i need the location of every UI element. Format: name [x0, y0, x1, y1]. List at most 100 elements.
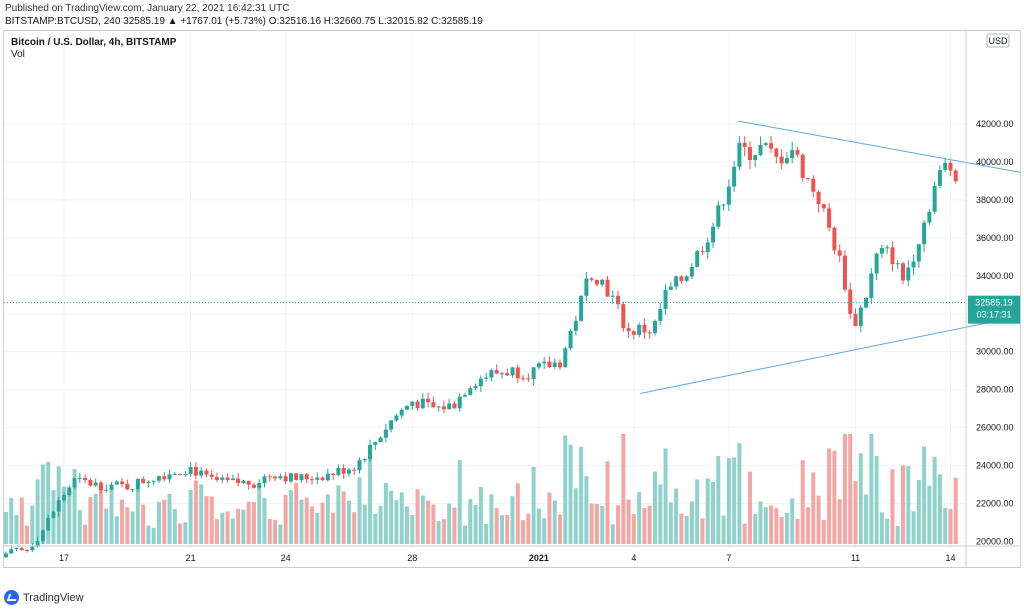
volume-bar [484, 523, 489, 544]
volume-bar [663, 448, 668, 544]
volume-bar [394, 500, 399, 544]
volume-bar [25, 525, 30, 544]
candle-body [251, 484, 256, 488]
candle-body [753, 155, 758, 161]
candle-body [357, 460, 362, 471]
volume-bar [684, 515, 689, 544]
volume-bar [19, 497, 24, 544]
candle-body [146, 481, 151, 484]
candle-body [605, 279, 610, 297]
volume-bar [499, 515, 504, 544]
candle-body [774, 148, 779, 157]
candle-body [927, 211, 932, 223]
volume-bar [579, 446, 584, 544]
volume-bar [927, 485, 932, 544]
volume-bar [864, 494, 869, 544]
candle-body [389, 420, 394, 430]
volume-bar [874, 456, 879, 544]
volume-bar [278, 524, 283, 544]
volume-bar [906, 466, 911, 544]
volume-bar [83, 524, 88, 544]
candle-body [14, 548, 19, 550]
candle-body [315, 477, 320, 480]
candle-body [426, 398, 431, 403]
volume-bar [441, 519, 446, 544]
volume-bar [188, 490, 193, 544]
price-chart[interactable]: 18000.0020000.0022000.0024000.0026000.00… [4, 31, 1020, 567]
candle-body [637, 324, 642, 335]
candle-body [98, 482, 103, 491]
candle-body [916, 244, 921, 262]
candle-body [563, 348, 568, 368]
tradingview-footer[interactable]: TradingView [4, 590, 84, 605]
volume-bar [668, 502, 673, 544]
trendline [640, 315, 1020, 394]
volume-bar [172, 509, 177, 544]
volume-bar [288, 490, 293, 544]
volume-bar [916, 479, 921, 544]
volume-bar [505, 514, 510, 544]
candle-body [341, 467, 346, 474]
volume-bar [626, 499, 631, 544]
candle-body [241, 480, 246, 484]
price-tick-label: 36000.00 [976, 233, 1014, 243]
candle-body [526, 378, 531, 380]
volume-bar [415, 489, 420, 544]
volume-bar [679, 513, 684, 544]
volume-bar [732, 457, 737, 544]
candle-body [874, 253, 879, 274]
time-tick-label: 24 [281, 553, 291, 563]
candle-body [932, 185, 937, 212]
candle-body [130, 489, 135, 491]
candle-body [827, 208, 832, 228]
price-tick-label: 38000.00 [976, 195, 1014, 205]
volume-bar [9, 497, 14, 544]
volume-bar [162, 499, 167, 544]
volume-bar [40, 464, 45, 544]
time-tick-label: 7 [726, 553, 731, 563]
candle-body [452, 403, 457, 409]
volume-bar [478, 486, 483, 544]
candle-body [109, 484, 114, 490]
volume-bar [795, 518, 800, 544]
candle-body [62, 495, 66, 501]
legend-vol: Vol [11, 49, 25, 60]
price-tick-label: 34000.00 [976, 271, 1014, 281]
candle-body [473, 386, 478, 389]
volume-bar [827, 448, 832, 544]
currency-box[interactable] [986, 33, 1010, 48]
candle-body [806, 177, 811, 179]
candle-body [568, 330, 573, 349]
volume-bar [241, 509, 246, 544]
volume-bar [215, 519, 220, 544]
candle-body [30, 546, 35, 551]
candle-body [373, 442, 378, 445]
candle-body [652, 320, 657, 334]
volume-bar [404, 506, 409, 544]
candle-body [183, 474, 188, 476]
volume-bar [167, 493, 172, 544]
candle-body [320, 477, 325, 481]
volume-bar [711, 481, 716, 544]
volume-bar [616, 505, 621, 544]
volume-bar [357, 477, 362, 544]
volume-bar [948, 509, 953, 544]
candle-body [40, 530, 45, 542]
volume-bar [594, 503, 599, 544]
volume-bar [821, 519, 826, 544]
candle-body [552, 362, 557, 368]
candle-body [837, 250, 842, 256]
volume-bar [536, 508, 541, 544]
volume-bar [93, 493, 98, 544]
candle-body [906, 267, 911, 281]
candle-body [515, 367, 520, 379]
candle-body [547, 361, 552, 368]
candle-body [394, 415, 399, 421]
candle-body [663, 289, 668, 309]
chart-pane[interactable]: 18000.0020000.0022000.0024000.0026000.00… [3, 30, 1021, 568]
candle-body [362, 459, 367, 461]
candle-body [679, 276, 684, 281]
candle-body [19, 548, 24, 551]
candle-body [779, 156, 784, 164]
candle-body [125, 483, 130, 490]
